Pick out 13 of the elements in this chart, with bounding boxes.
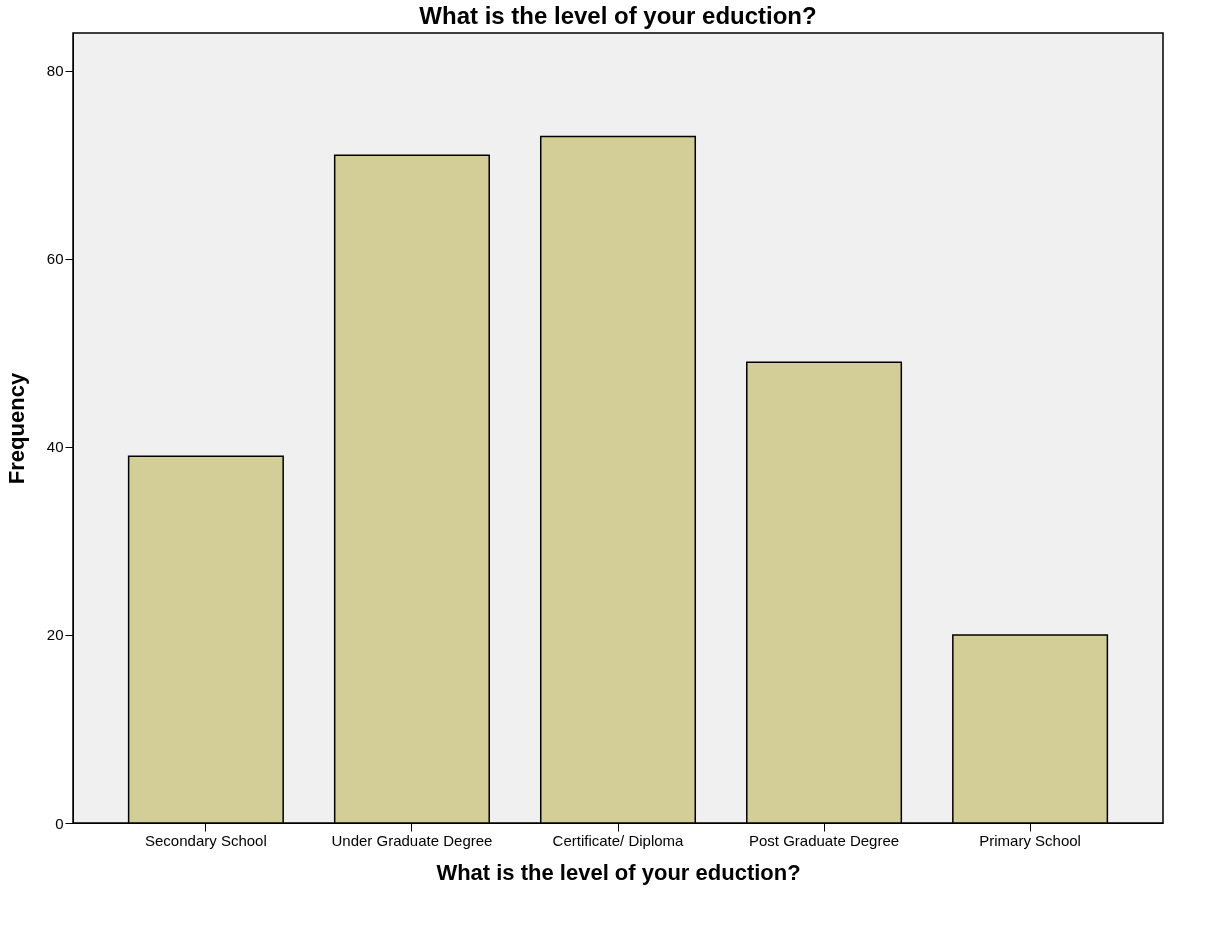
y-tick-label: 0 — [55, 814, 64, 832]
y-tick-label: 60 — [46, 250, 64, 268]
y-tick-label: 20 — [46, 626, 64, 644]
chart-title: What is the level of your eduction? — [419, 2, 817, 29]
x-tick-label: Primary School — [979, 831, 1081, 849]
y-axis-title: Frequency — [3, 372, 29, 485]
x-tick-label: Certificate/ Diploma — [552, 831, 685, 849]
x-tick-label: Under Graduate Degree — [331, 831, 493, 849]
y-tick-label: 80 — [46, 62, 64, 80]
x-tick-label: Secondary School — [145, 831, 267, 849]
x-tick-label: Post Graduate Degree — [749, 831, 900, 849]
x-axis-title: What is the level of your eduction? — [436, 859, 801, 885]
y-tick-label: 40 — [46, 438, 64, 456]
